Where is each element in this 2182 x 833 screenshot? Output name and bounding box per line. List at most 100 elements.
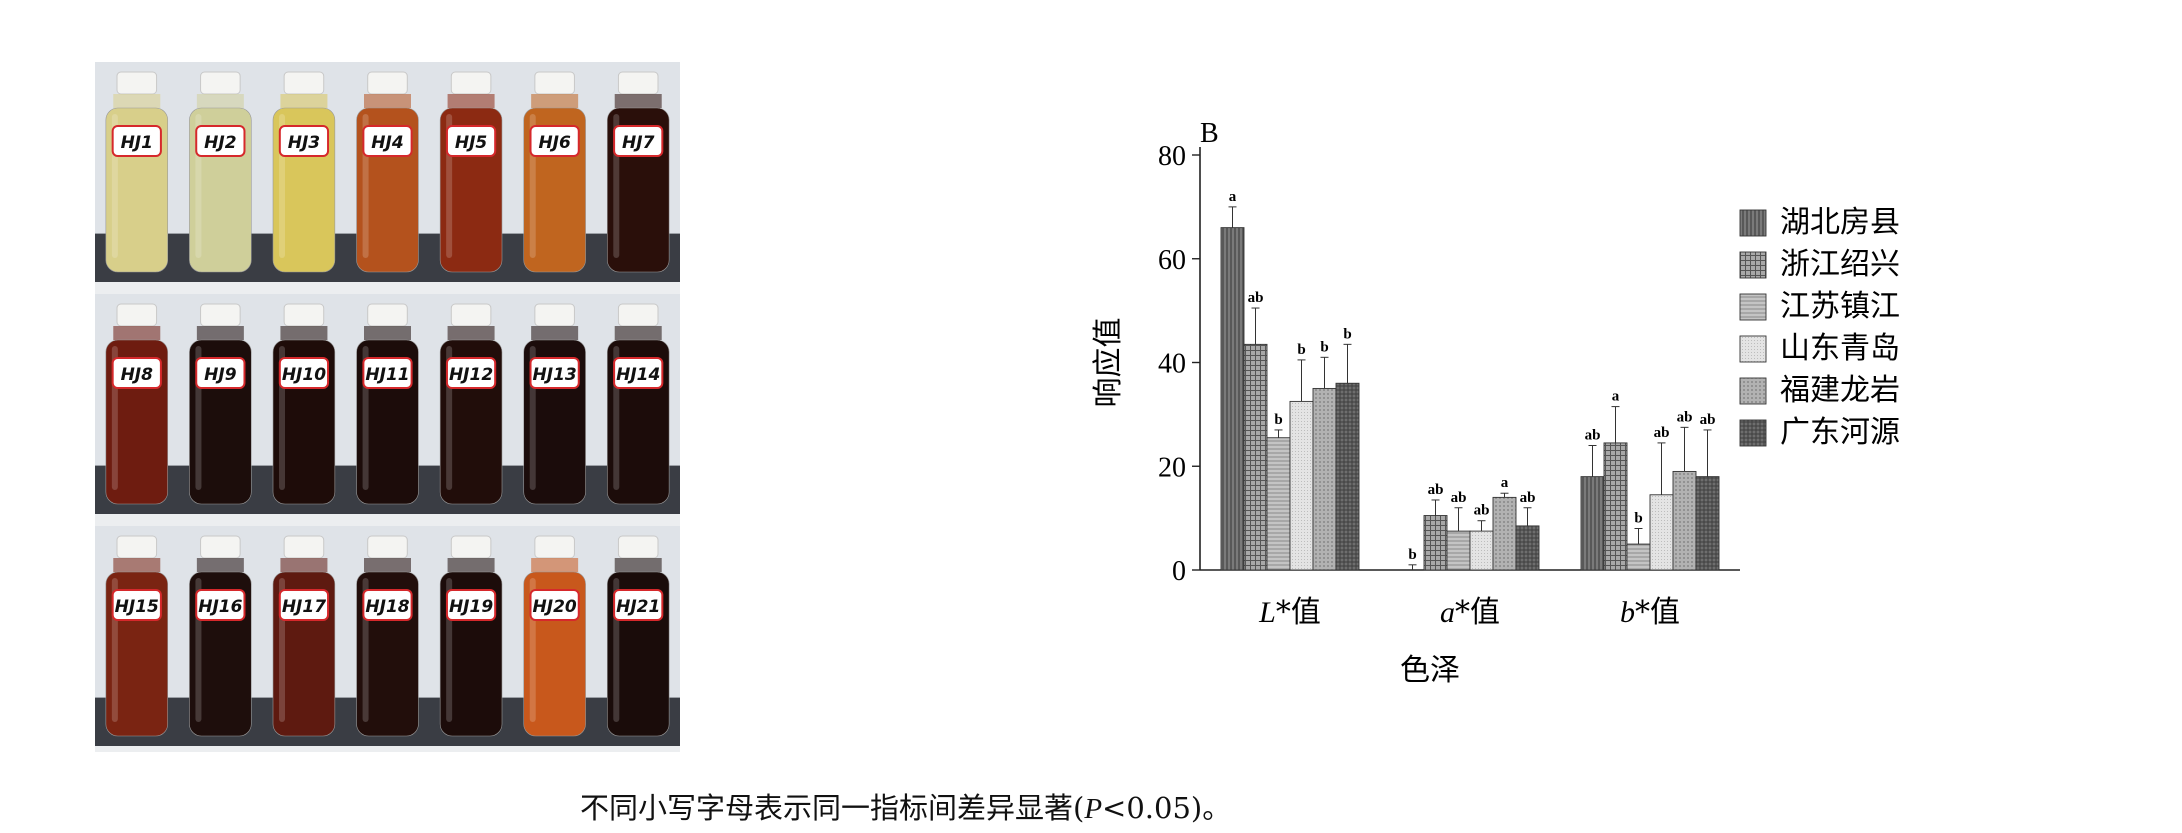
bar — [1626, 543, 1651, 571]
bar — [1695, 476, 1720, 571]
significance-letter: ab — [1677, 409, 1693, 425]
sample-bottle: HJ11 — [356, 303, 419, 505]
bottle-neck — [531, 326, 579, 340]
bottle-label — [362, 589, 413, 621]
bottle-neck — [113, 558, 161, 572]
figure-caption: 不同小写字母表示同一指标间差异显著(P<0.05)。 — [580, 785, 1231, 827]
bottle-label-text: HJ6 — [538, 133, 571, 153]
bottle-neck — [196, 558, 244, 572]
sample-bottle: HJ9 — [189, 303, 252, 505]
bottle-neck — [280, 326, 328, 340]
significance-letter: ab — [1520, 490, 1536, 506]
sample-bottle: HJ1 — [105, 71, 169, 273]
bottle-label-text: HJ9 — [204, 365, 237, 385]
bottle-label-text: HJ1 — [121, 133, 153, 153]
y-axis-label: 响应值 — [1091, 318, 1126, 408]
significance-letter: ab — [1474, 503, 1490, 519]
bottle-cap — [283, 71, 325, 95]
bottle-neck — [196, 326, 244, 340]
significance-letter: b — [1343, 326, 1351, 342]
bottle-cap — [200, 303, 241, 327]
bottle-label — [613, 589, 664, 621]
caption-text-after: <0.05)。 — [1102, 791, 1232, 825]
bar — [1649, 494, 1674, 571]
bottle-cap — [200, 71, 241, 95]
bottle-label — [278, 357, 330, 389]
bottle-cap — [116, 71, 158, 95]
bottle-neck — [363, 326, 412, 340]
bottle-label — [195, 357, 246, 389]
bottle-neck — [363, 94, 412, 108]
legend-label: 福建龙岩 — [1780, 373, 1900, 408]
bottle-label-text: HJ15 — [115, 597, 159, 617]
bottle-cap — [534, 535, 575, 559]
bottle-label-text: HJ19 — [449, 597, 493, 617]
bar — [1220, 227, 1245, 571]
bottle-neck — [614, 94, 662, 108]
photo-row: HJ1 HJ2 HJ3 HJ4 HJ5 HJ6 HJ7 — [95, 62, 680, 282]
photo-row: HJ15 HJ16 HJ17 HJ18 HJ19 HJ20 HJ21 — [95, 526, 680, 746]
bottle-label-text: HJ12 — [449, 365, 493, 385]
bottle-neck — [614, 558, 662, 572]
significance-letter: b — [1408, 547, 1416, 563]
bottle-cap — [116, 535, 158, 559]
significance-letter: ab — [1585, 428, 1601, 444]
bottle-label — [111, 125, 162, 157]
sample-bottle: HJ20 — [523, 535, 586, 737]
legend-swatch — [1739, 293, 1767, 321]
legend-label: 湖北房县 — [1780, 205, 1900, 240]
bar — [1603, 442, 1628, 571]
bottle-neck — [363, 558, 412, 572]
sample-bottle: HJ16 — [189, 535, 252, 737]
sample-bottle: HJ18 — [356, 535, 419, 737]
x-tick-label: b*值 — [1620, 595, 1680, 630]
legend-label: 浙江绍兴 — [1780, 247, 1900, 282]
x-tick-label: a*值 — [1440, 595, 1500, 630]
legend-swatch — [1739, 209, 1767, 237]
y-tick-label: 60 — [1158, 245, 1186, 276]
bottle-label — [529, 125, 580, 157]
bottle-cap — [200, 535, 241, 559]
bottle-cap — [617, 303, 659, 327]
significance-letter: ab — [1248, 290, 1264, 306]
bar — [1289, 400, 1314, 571]
bottle-neck — [280, 558, 328, 572]
bottle-neck — [447, 94, 495, 108]
bottle-label-text: HJ11 — [365, 365, 409, 385]
bottle-cap — [450, 303, 492, 327]
bottle-label-text: HJ5 — [455, 133, 487, 153]
bottle-cap — [283, 303, 325, 327]
bottle-label-text: HJ18 — [365, 597, 409, 617]
bottle-label-text: HJ20 — [533, 597, 577, 617]
sample-bottle: HJ19 — [439, 535, 503, 737]
bottle-cap — [534, 71, 575, 95]
bottle-label — [195, 589, 246, 621]
sample-bottle: HJ8 — [105, 303, 169, 505]
bottle-neck — [614, 326, 662, 340]
sample-bottle: HJ3 — [272, 71, 336, 273]
bottle-neck — [113, 326, 161, 340]
y-tick-label: 0 — [1172, 556, 1186, 587]
significance-letter: a — [1229, 189, 1237, 205]
sample-bottle: HJ6 — [523, 71, 586, 273]
bottle-neck — [531, 558, 579, 572]
bottle-cap — [367, 535, 408, 559]
y-tick-label: 20 — [1158, 452, 1186, 483]
significance-letter: b — [1634, 511, 1642, 527]
bottle-neck — [447, 326, 495, 340]
bar — [1266, 437, 1291, 571]
bottle-label-text: HJ13 — [533, 365, 577, 385]
legend-swatch — [1739, 335, 1767, 363]
bottle-label — [613, 357, 664, 389]
bottle-neck — [280, 94, 328, 108]
significance-letter: ab — [1451, 490, 1467, 506]
photo-row: HJ8 HJ9 HJ10 HJ11 HJ12 HJ13 HJ14 — [95, 294, 680, 514]
bottle-neck — [113, 94, 161, 108]
bar — [1672, 470, 1697, 571]
y-tick-label: 40 — [1158, 349, 1186, 380]
bottle-label — [362, 357, 413, 389]
sample-bottle: HJ15 — [105, 535, 169, 737]
legend-label: 江苏镇江 — [1780, 289, 1900, 324]
bar — [1312, 387, 1337, 571]
bottle-cap — [534, 303, 575, 327]
